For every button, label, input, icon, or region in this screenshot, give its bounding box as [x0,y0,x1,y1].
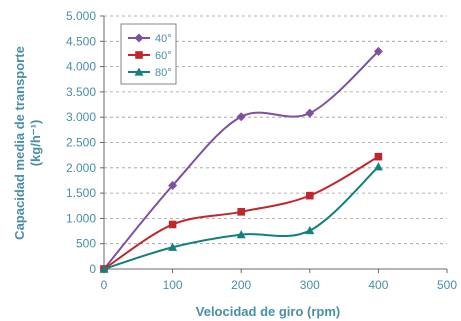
legend-label: 60° [155,50,172,62]
x-tick-label: 300 [300,278,320,292]
y-tick-label: 5.000 [66,9,96,23]
data-point [373,46,383,56]
data-point [168,181,178,191]
series-2 [100,152,383,273]
x-tick-label: 200 [231,278,251,292]
data-point [305,108,315,118]
series-3 [99,162,383,273]
y-axis-title: Capacidad media de transporte (kg/h⁻¹) [12,46,43,240]
data-point [236,230,246,239]
legend-label: 40° [155,33,172,45]
y-axis-title-line1: Capacidad media de transporte [12,46,27,240]
data-point [99,264,109,273]
y-tick-label: 1.000 [66,211,96,225]
x-tick-label: 0 [101,278,108,292]
data-point [168,242,178,251]
series [99,46,383,274]
legend-swatch-marker [134,67,144,76]
y-tick-label: 1.500 [66,186,96,200]
data-point [168,220,177,229]
y-tick-label: 500 [76,237,96,251]
data-point [374,152,383,161]
y-axis-title-line2: (kg/h⁻¹) [28,120,43,167]
x-axis-title: Velocidad de giro (rpm) [196,304,340,319]
data-point [306,191,314,200]
data-point [305,226,315,235]
legend-item: 60° [128,50,172,62]
y-tick-label: 2.500 [66,136,96,150]
y-tick-label: 4.000 [66,60,96,74]
y-tick-label: 2.000 [66,161,96,175]
y-tick-label: 3.000 [66,110,96,124]
legend-label: 80° [155,67,172,79]
legend: 40° 60° 80° [120,23,177,85]
data-point [373,162,383,171]
x-tick-label: 400 [368,278,388,292]
x-tick-label: 100 [163,278,183,292]
data-point [236,112,246,122]
legend-item: 80° [128,67,172,79]
y-tick-label: 0 [89,262,96,276]
legend-item: 40° [128,33,172,45]
data-point [237,208,245,216]
legend-swatch-marker [135,51,143,59]
y-tick-label: 4.500 [66,34,96,48]
legend-swatch-marker [134,33,144,43]
y-tick-label: 3.500 [66,85,96,99]
tick-labels: 0 500 1.000 1.500 2.000 2.500 3.000 3.500 4.000 4… [66,9,457,292]
x-tick-label: 500 [437,278,457,292]
